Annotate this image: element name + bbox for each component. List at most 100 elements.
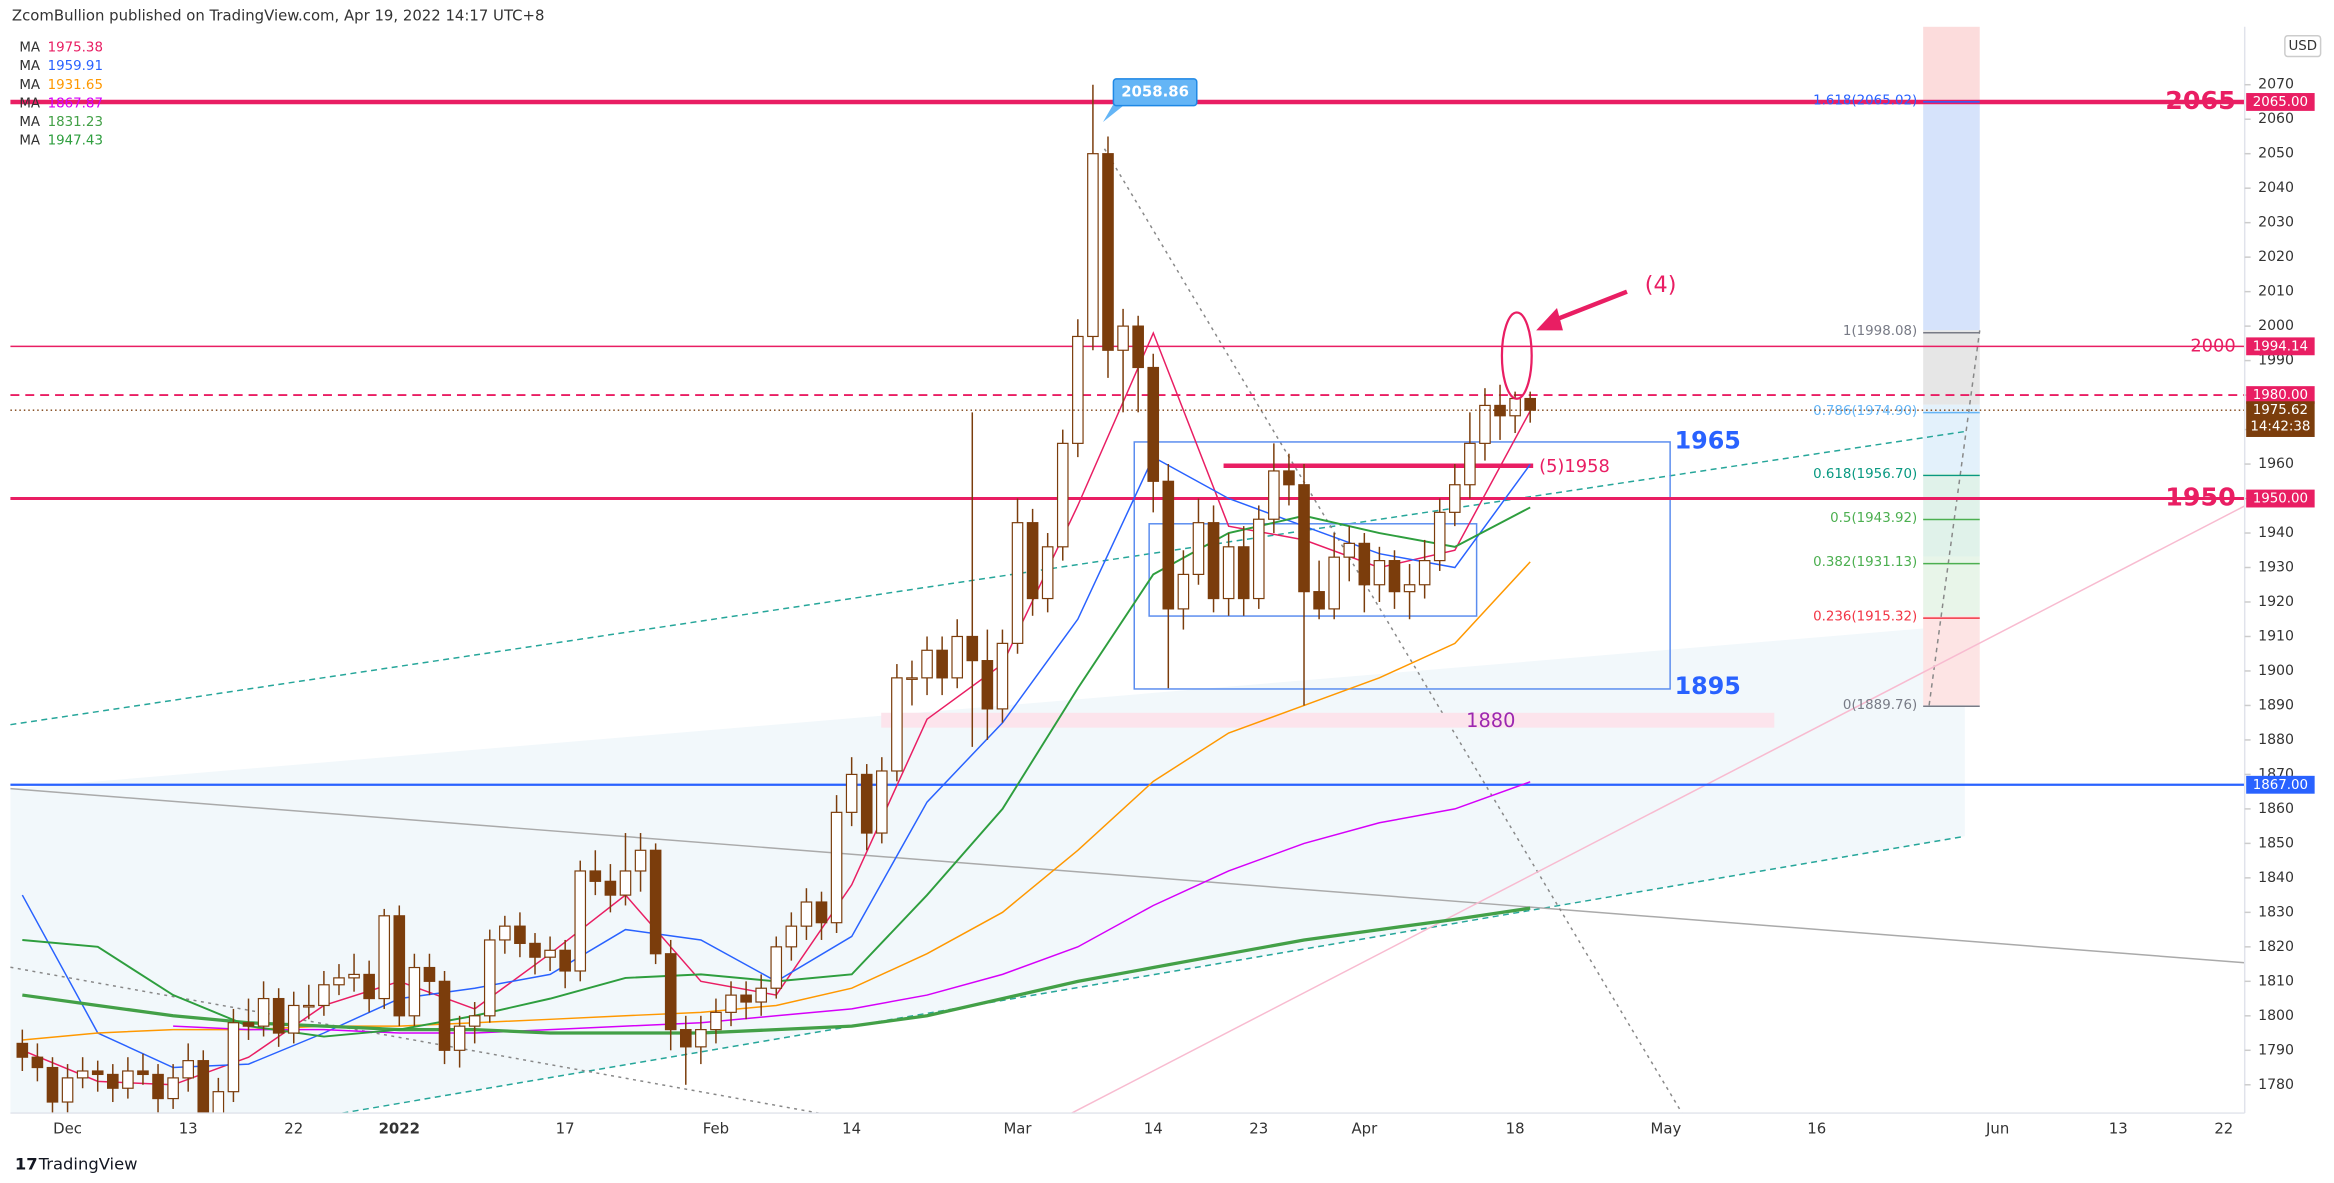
candle-body	[1313, 591, 1325, 610]
y-tick-label: 1820	[2258, 939, 2294, 955]
y-tick-label: 2010	[2258, 284, 2294, 300]
candle-body	[1011, 522, 1024, 644]
last-price-tag	[2246, 401, 2315, 437]
y-tick-label: 1940	[2258, 525, 2294, 541]
candle-body	[1283, 470, 1295, 486]
price-tag	[2246, 775, 2315, 794]
annotation: 1965	[1675, 426, 1741, 454]
candle-body	[197, 1060, 210, 1120]
candle-body	[1509, 397, 1521, 417]
candle-body	[423, 966, 436, 982]
fib-label: 1(1998.08)	[1843, 324, 1917, 339]
candle-body	[1102, 153, 1114, 351]
x-tick-label: Jun	[1985, 1119, 2009, 1137]
candle-body	[363, 973, 375, 1000]
x-tick-label: 2022	[379, 1119, 420, 1137]
price-tag	[2246, 386, 2315, 405]
candle-body	[318, 984, 330, 1007]
candle-body	[1418, 560, 1431, 586]
fib-band	[1923, 99, 1980, 331]
arrow-head	[1536, 308, 1563, 331]
candle-body	[1403, 584, 1416, 593]
x-tick-label: May	[1651, 1119, 1682, 1137]
x-tick-label: 13	[179, 1119, 198, 1137]
candle-body	[46, 1066, 59, 1103]
candle-body	[1041, 546, 1054, 600]
range-box	[1133, 441, 1671, 690]
candle-body	[137, 1070, 149, 1076]
candle-body	[649, 849, 662, 955]
candle-body	[936, 649, 948, 679]
legend-value: 1867.87	[48, 96, 103, 111]
candle-body	[106, 1073, 119, 1089]
candle-body	[604, 880, 617, 896]
candle-body	[951, 635, 964, 679]
candle-body	[1343, 542, 1356, 558]
highlight	[1500, 311, 1533, 400]
candle-body	[348, 973, 360, 979]
candle-body	[514, 925, 526, 944]
candle-body	[333, 977, 345, 986]
zone	[881, 712, 1775, 728]
y-tick-label: 2020	[2258, 249, 2294, 265]
callout	[1112, 78, 1198, 107]
candle-body	[1222, 546, 1235, 600]
header-title: ZcomBullion published on TradingView.com…	[12, 6, 545, 24]
trend-line	[342, 835, 1965, 1114]
currency-box[interactable]	[2284, 34, 2322, 58]
y-tick-label: 2040	[2258, 180, 2294, 196]
candle-body	[167, 1077, 179, 1100]
candle-body	[830, 811, 843, 924]
candle-body	[1479, 404, 1491, 444]
y-tick-label: 1790	[2258, 1042, 2294, 1058]
candle-body	[393, 915, 406, 1017]
fib-label: 0.618(1956.70)	[1813, 467, 1917, 482]
legend-name: MA	[19, 41, 41, 56]
candle-body	[755, 987, 767, 1003]
candle-body	[1072, 335, 1084, 444]
legend-value: 1947.43	[48, 134, 103, 149]
price-axis	[2244, 0, 2334, 1183]
candle-body	[800, 901, 813, 927]
candle-body	[76, 1070, 89, 1079]
candle-body	[589, 870, 602, 882]
candle-body	[1207, 522, 1220, 600]
candle-body	[876, 770, 888, 834]
candle-body	[740, 994, 752, 1003]
candle-body	[906, 677, 918, 680]
candle-body	[287, 1004, 300, 1034]
y-tick-label: 2030	[2258, 215, 2294, 231]
candle-body	[1132, 325, 1144, 369]
candle-body	[725, 994, 737, 1013]
candle-body	[408, 966, 421, 1017]
price-tag-label: 1867.00	[2253, 778, 2308, 793]
logo: 17	[15, 1155, 38, 1174]
candle-body	[544, 949, 556, 958]
candle-body	[966, 635, 979, 662]
price-tag-label: 1994.14	[2253, 339, 2308, 354]
y-tick-label: 1800	[2258, 1008, 2294, 1024]
fib-label: 1.618(2065.02)	[1813, 93, 1917, 108]
callout-pointer	[1102, 104, 1126, 123]
y-tick-label: 2050	[2258, 146, 2294, 162]
fib-label: 0.5(1943.92)	[1830, 511, 1917, 526]
countdown: 14:42:38	[2250, 420, 2310, 435]
candle-body	[61, 1077, 74, 1103]
axes: 1780179018001810182018301840185018601870…	[19, 41, 2315, 1137]
level-label: 1950	[2165, 483, 2235, 512]
candle-body	[770, 946, 783, 989]
y-tick-label: 1840	[2258, 870, 2294, 886]
legend-value: 1931.65	[48, 78, 103, 93]
legend-name: MA	[19, 115, 41, 130]
candle-body	[122, 1070, 134, 1089]
fib-label: 0(1889.76)	[1843, 698, 1917, 713]
trend-line	[1103, 148, 1683, 1114]
y-tick-label: 1890	[2258, 697, 2294, 713]
candle-body	[860, 773, 873, 834]
x-tick-label: 14	[1144, 1119, 1163, 1137]
candle-body	[1162, 480, 1175, 610]
candle-body	[16, 1042, 29, 1058]
candle-body	[1524, 397, 1537, 411]
candle-body	[31, 1056, 44, 1069]
